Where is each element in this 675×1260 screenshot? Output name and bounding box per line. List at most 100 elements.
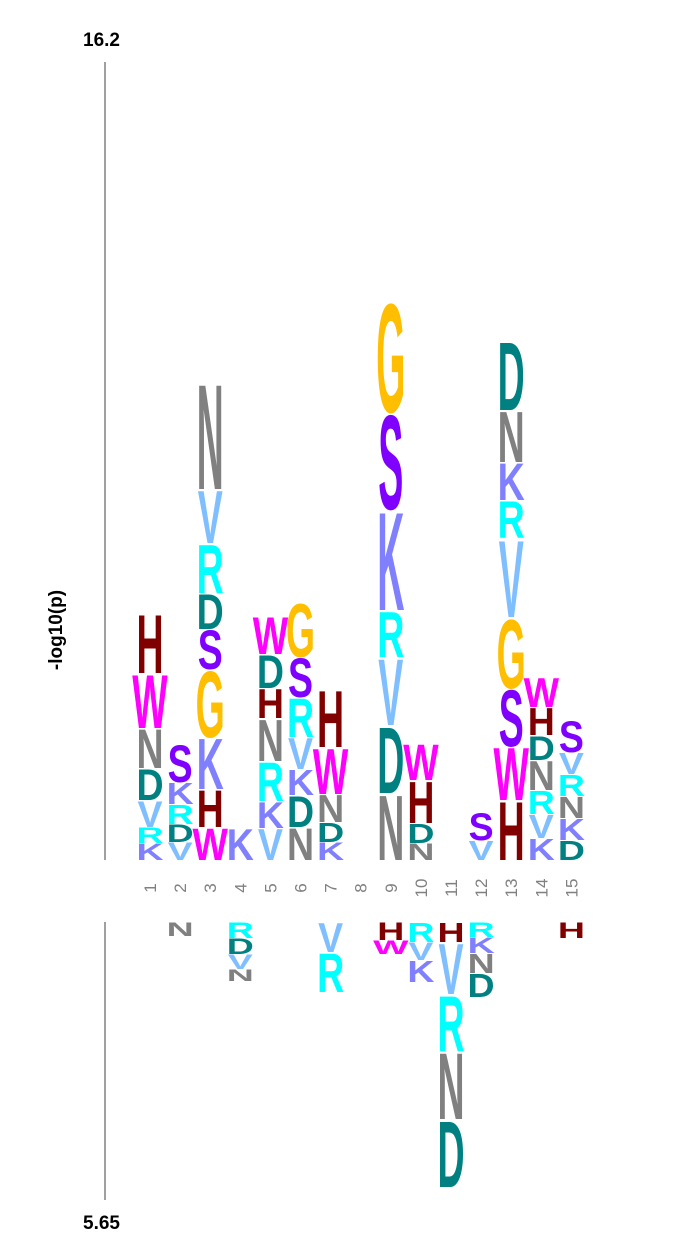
y-min-label: 5.65 (83, 1213, 120, 1234)
logo-letter-D-pos-7: D (317, 817, 344, 848)
logo-letter-R-pos-9: R (377, 599, 404, 671)
position-tick-label: 7 (322, 883, 341, 892)
logo-letter-D-pos-2: D (167, 819, 194, 847)
logo-letter-R-pos-7: R (317, 943, 344, 1005)
logo-letter-K-pos-13: K (498, 453, 525, 512)
logo-letter-H-pos-10: H (407, 769, 434, 836)
logo-letter-V-pos-5: V (258, 820, 284, 870)
logo-letter-N-pos-15: N (558, 791, 585, 825)
logo-letter-V-pos-3: V (198, 475, 223, 560)
logo-letter-V-pos-10: V (408, 937, 434, 965)
logo-letter-R-pos-2: R (167, 799, 194, 830)
y-max-label: 16.2 (83, 30, 120, 51)
logo-letter-V-pos-4: V (228, 951, 254, 974)
logo-letter-H-pos-5: H (257, 681, 284, 727)
logo-letter-V-pos-13: V (499, 519, 524, 641)
logo-letter-N-pos-5: N (257, 707, 284, 774)
logo-letter-R-pos-11: R (437, 981, 464, 1069)
logo-letter-K-pos-10: K (407, 955, 434, 989)
logo-letter-D-pos-9: D (377, 709, 404, 814)
logo-letter-K-pos-5: K (257, 794, 284, 836)
logo-letter-R-pos-15: R (558, 769, 585, 803)
logo-letter-H-pos-13: H (498, 785, 525, 878)
logo-letter-H-pos-15: H (558, 918, 585, 943)
logo-letter-S-pos-15: S (559, 712, 584, 762)
logo-letter-D-pos-14: D (528, 728, 555, 767)
logo-letter-V-pos-12: V (469, 835, 494, 866)
logo-letter-W-pos-5: W (253, 607, 289, 666)
logo-letter-G-pos-3: G (196, 653, 225, 758)
position-tick-label: 10 (412, 879, 431, 898)
logo-letter-K-pos-14: K (528, 833, 555, 867)
logo-letter-D-pos-11: D (437, 1103, 464, 1208)
logo-letter-V-pos-9: V (378, 641, 403, 746)
logo-letter-S-pos-9: S (378, 386, 403, 537)
logo-letter-N-pos-6: N (287, 818, 314, 869)
logo-letter-N-pos-3: N (197, 355, 224, 522)
logo-letter-G-pos-9: G (376, 272, 405, 445)
logo-letter-D-pos-3: D (197, 585, 224, 640)
logo-letter-D-pos-5: D (257, 646, 284, 699)
logo-letter-V-pos-2: V (168, 837, 194, 865)
logo-letter-N-pos-11: N (437, 1035, 464, 1140)
logo-letter-N-pos-14: N (528, 753, 555, 799)
position-tick-label: 15 (562, 879, 581, 898)
logo-letter-K-pos-9: K (377, 483, 404, 640)
logo-letter-N-pos-1: N (136, 719, 163, 781)
logo-letter-H-pos-1: H (136, 598, 163, 691)
logo-letter-N-pos-12: N (468, 948, 495, 979)
logo-letter-D-pos-15: D (558, 835, 585, 866)
logo-letter-K-pos-3: K (197, 725, 224, 805)
logo-letter-D-pos-4: D (227, 934, 254, 959)
logo-letter-K-pos-4: K (227, 820, 254, 870)
logo-letter-D-pos-1: D (136, 760, 163, 810)
position-tick-label: 5 (261, 883, 280, 892)
logo-letter-R-pos-6: R (287, 688, 314, 750)
logo-letter-S-pos-2: S (168, 735, 193, 794)
logo-letter-D-pos-6: D (287, 787, 314, 837)
logo-letter-N-pos-2: N (167, 919, 194, 940)
logo-letter-R-pos-14: R (528, 784, 555, 822)
logo-letter-V-pos-6: V (288, 729, 314, 779)
logo-letter-N-pos-13: N (498, 398, 525, 478)
logo-letter-K-pos-6: K (287, 763, 315, 803)
logo-letter-W-pos-7: W (313, 736, 349, 808)
position-tick-label: 14 (532, 879, 551, 898)
logo-letter-K-pos-15: K (558, 813, 585, 847)
logo-letter-H-pos-7: H (317, 675, 344, 765)
logo-letter-H-pos-14: H (528, 700, 555, 744)
logo-letter-S-pos-3: S (198, 620, 223, 682)
logo-letter-D-pos-10: D (407, 818, 434, 849)
logo-letter-N-pos-7: N (317, 787, 344, 831)
logo-letter-R-pos-1: R (136, 823, 163, 848)
logo-letter-V-pos-7: V (318, 915, 344, 961)
logo-letter-G-pos-6: G (286, 588, 315, 673)
logo-letter-R-pos-13: R (498, 491, 525, 550)
logo-letter-W-pos-1: W (132, 659, 168, 744)
logo-letter-S-pos-12: S (469, 805, 494, 849)
logo-letter-N-pos-4: N (227, 967, 254, 985)
logo-letter-V-pos-11: V (438, 930, 463, 1010)
logo-letter-K-pos-12: K (468, 933, 495, 958)
logo-letter-W-pos-14: W (524, 670, 560, 716)
logo-letter-V-pos-15: V (559, 747, 584, 781)
logo-letter-R-pos-5: R (257, 752, 284, 814)
logo-letter-R-pos-10: R (407, 917, 434, 948)
logo-letter-G-pos-13: G (497, 598, 526, 709)
position-tick-label: 11 (442, 879, 461, 897)
position-tick-label: 1 (141, 883, 160, 892)
logo-letter-N-pos-10: N (407, 839, 434, 865)
logo-letter-H-pos-11: H (437, 917, 464, 948)
logo-letter-H-pos-9: H (377, 917, 404, 945)
logo-letter-W-pos-10: W (403, 733, 439, 791)
logo-letter-W-pos-13: W (494, 732, 529, 817)
position-tick-label: 2 (171, 883, 190, 892)
logo-letter-R-pos-3: R (197, 530, 224, 608)
position-tick-label: 3 (201, 883, 220, 892)
logo-letter-S-pos-13: S (499, 674, 524, 764)
logo-letter-R-pos-12: R (468, 919, 495, 942)
logo-letter-R-pos-4: R (227, 918, 254, 943)
logo-letter-V-pos-14: V (529, 808, 554, 846)
